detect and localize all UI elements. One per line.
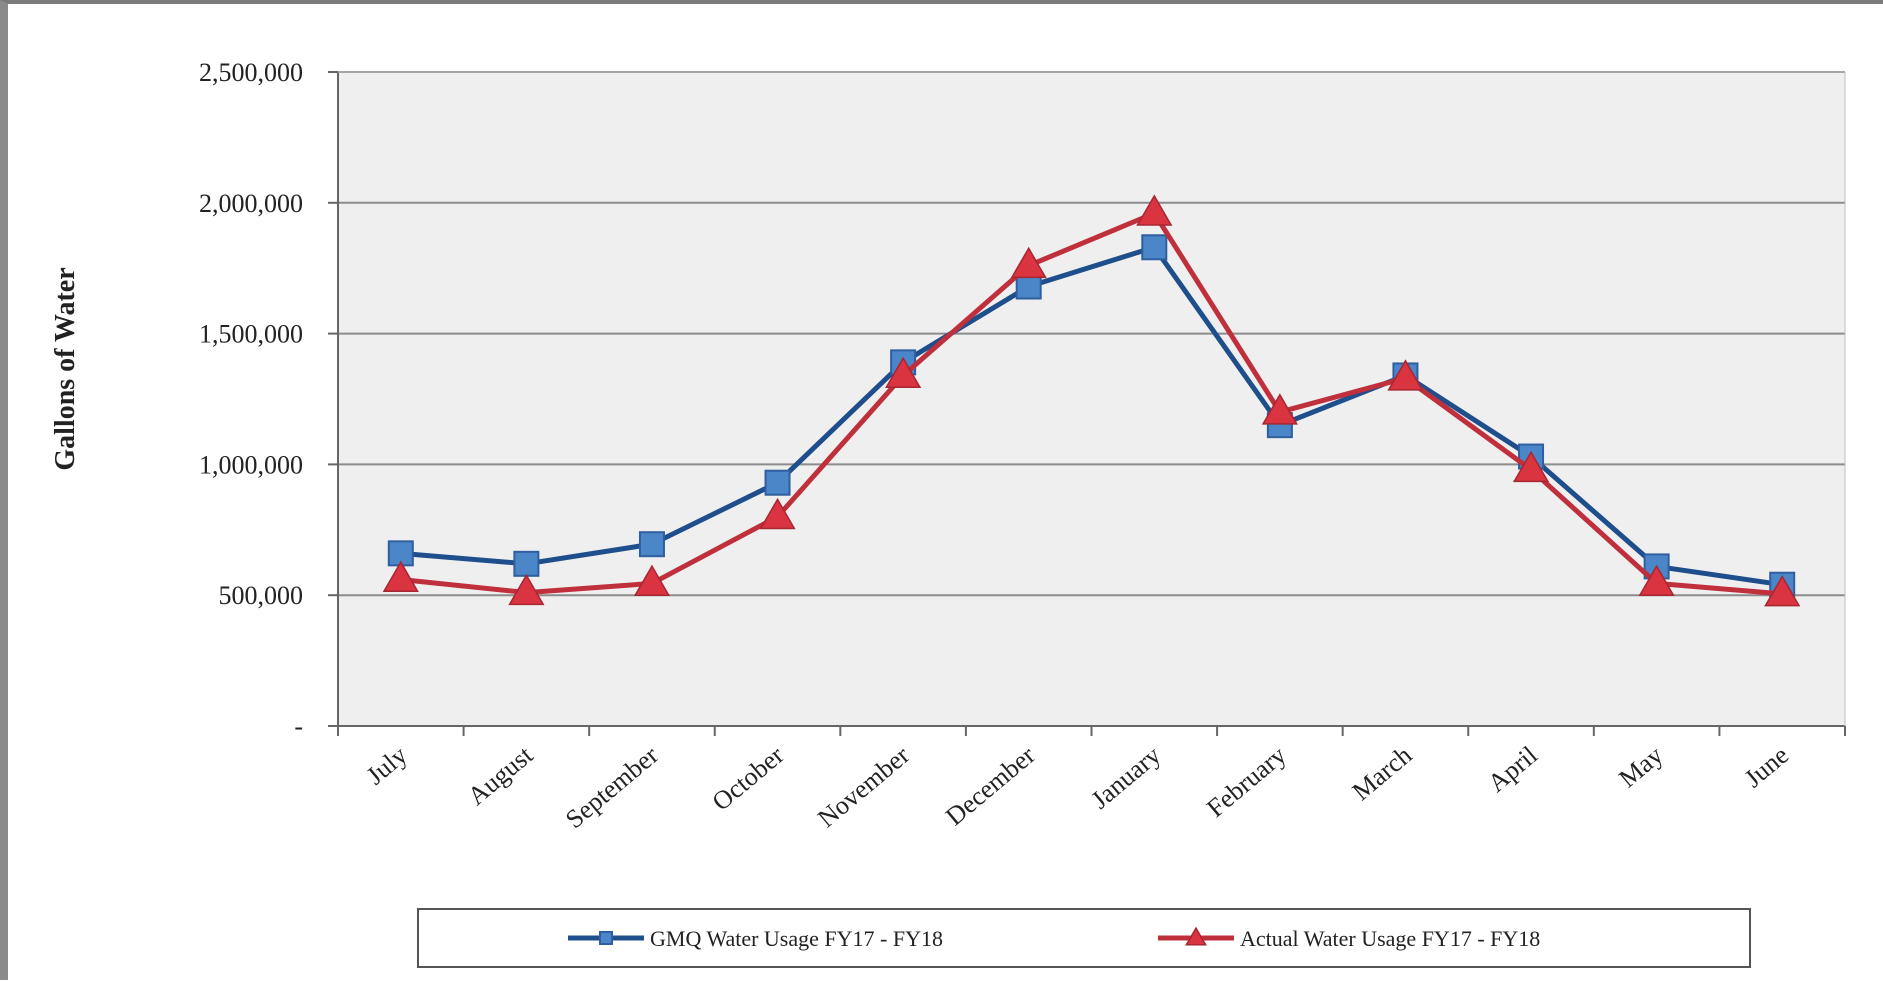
- data-point: [1010, 246, 1047, 279]
- data-point: [382, 560, 419, 593]
- data-point: [1015, 273, 1042, 300]
- x-tick-label: February: [1201, 740, 1292, 823]
- axes: [328, 71, 1846, 736]
- x-tick-label: September: [560, 740, 664, 834]
- x-tick-label: March: [1347, 740, 1418, 806]
- series-2: [382, 194, 1801, 607]
- data-point: [1185, 926, 1207, 946]
- series-line: [400, 210, 1783, 597]
- legend-entry: Actual Water Usage FY17 - FY18: [1158, 926, 1540, 951]
- data-point: [1387, 359, 1424, 391]
- legend: GMQ Water Usage FY17 - FY18 Actual Water …: [417, 908, 1751, 968]
- x-tick-label: November: [812, 740, 915, 833]
- x-tick-label: June: [1739, 740, 1794, 793]
- data-point: [599, 931, 613, 945]
- series: [382, 194, 1801, 607]
- data-point: [508, 573, 545, 606]
- data-point: [638, 531, 665, 558]
- data-point: [1638, 564, 1675, 596]
- plot-area: [338, 72, 1845, 726]
- y-tick-label: 1,000,000: [199, 450, 303, 479]
- y-tick-label: 1,500,000: [199, 320, 303, 349]
- x-tick-label: August: [462, 740, 539, 811]
- data-point: [759, 497, 796, 530]
- x-tick-label: December: [940, 740, 1041, 831]
- y-axis-title: Gallons of Water: [50, 267, 81, 470]
- data-point: [633, 564, 671, 596]
- legend-label: Actual Water Usage FY17 - FY18: [1240, 926, 1540, 951]
- legend-entry: GMQ Water Usage FY17 - FY18: [568, 926, 943, 951]
- data-point: [764, 469, 791, 496]
- y-tick-label: 2,000,000: [199, 189, 303, 218]
- data-point: [1261, 393, 1298, 425]
- y-tick-label: 2,500,000: [199, 58, 303, 87]
- data-point: [1764, 575, 1801, 607]
- x-tick-label: July: [361, 740, 413, 790]
- x-tick-label: January: [1086, 740, 1167, 814]
- y-tick-label: -: [294, 712, 303, 741]
- x-tick-labels: July August September October November Decemb…: [361, 740, 1794, 834]
- data-point: [1512, 450, 1550, 483]
- line-chart: - 500,000 1,000,000 1,500,000 2,000,000 2,500…: [50, 58, 1846, 968]
- data-point: [885, 356, 922, 388]
- plot-background: [338, 72, 1845, 726]
- legend-label: GMQ Water Usage FY17 - FY18: [650, 926, 943, 951]
- y-tick-label: 500,000: [219, 581, 304, 610]
- x-tick-label: April: [1482, 740, 1543, 797]
- data-point: [513, 550, 540, 577]
- data-point: [1141, 234, 1168, 261]
- series-line: [400, 244, 1783, 588]
- series-1: [387, 234, 1796, 598]
- x-tick-label: October: [707, 740, 790, 816]
- data-point: [1136, 194, 1173, 226]
- x-tick-label: May: [1613, 740, 1668, 793]
- y-tick-labels: - 500,000 1,000,000 1,500,000 2,000,000 2,500…: [199, 58, 303, 741]
